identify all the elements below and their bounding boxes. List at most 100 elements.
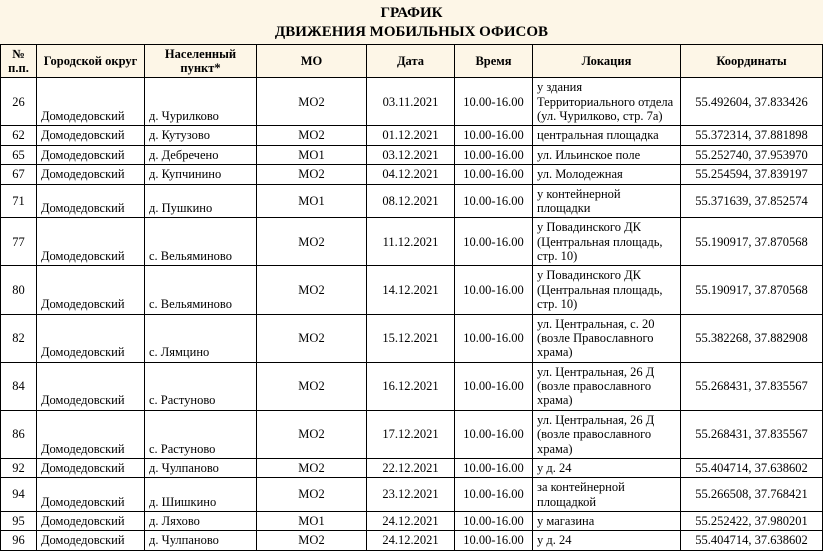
cell-okrug: Домодедовский (37, 531, 145, 550)
cell-num: 84 (1, 362, 37, 410)
table-row: 86Домодедовскийс. РастуновоМО217.12.2021… (1, 410, 823, 458)
table-row: 96Домодедовскийд. ЧулпановоМО224.12.2021… (1, 531, 823, 550)
table-header-row: № п.п. Городской округ Населенный пункт*… (1, 44, 823, 78)
table-row: 95Домодедовскийд. ЛяховоМО124.12.202110.… (1, 512, 823, 531)
cell-coord: 55.268431, 37.835567 (681, 410, 823, 458)
cell-np: с. Растуново (145, 410, 257, 458)
cell-date: 04.12.2021 (367, 165, 455, 184)
table-row: 80Домодедовскийс. ВельяминовоМО214.12.20… (1, 266, 823, 314)
cell-time: 10.00-16.00 (455, 184, 533, 218)
cell-date: 16.12.2021 (367, 362, 455, 410)
cell-num: 26 (1, 78, 37, 126)
col-time: Время (455, 44, 533, 78)
cell-loc: у контейнерной площадки (533, 184, 681, 218)
cell-np: д. Кутузово (145, 126, 257, 145)
cell-mo: МО2 (257, 478, 367, 512)
col-loc: Локация (533, 44, 681, 78)
cell-mo: МО2 (257, 266, 367, 314)
cell-coord: 55.372314, 37.881898 (681, 126, 823, 145)
cell-num: 80 (1, 266, 37, 314)
cell-date: 24.12.2021 (367, 512, 455, 531)
cell-mo: МО1 (257, 145, 367, 164)
col-okrug: Городской округ (37, 44, 145, 78)
table-row: 67Домодедовскийд. КупчининоМО204.12.2021… (1, 165, 823, 184)
cell-np: д. Дебречено (145, 145, 257, 164)
cell-loc: ул. Центральная, 26 Д (возле православно… (533, 410, 681, 458)
cell-date: 23.12.2021 (367, 478, 455, 512)
cell-np: д. Чулпаново (145, 531, 257, 550)
cell-loc: за контейнерной площадкой (533, 478, 681, 512)
col-mo: МО (257, 44, 367, 78)
cell-mo: МО1 (257, 184, 367, 218)
table-row: 62Домодедовскийд. КутузовоМО201.12.20211… (1, 126, 823, 145)
cell-time: 10.00-16.00 (455, 314, 533, 362)
cell-np: с. Вельяминово (145, 218, 257, 266)
cell-okrug: Домодедовский (37, 78, 145, 126)
cell-loc: ул. Ильинское поле (533, 145, 681, 164)
cell-date: 11.12.2021 (367, 218, 455, 266)
cell-np: с. Вельяминово (145, 266, 257, 314)
cell-mo: МО2 (257, 410, 367, 458)
cell-coord: 55.190917, 37.870568 (681, 266, 823, 314)
cell-np: д. Пушкино (145, 184, 257, 218)
cell-time: 10.00-16.00 (455, 218, 533, 266)
cell-num: 92 (1, 458, 37, 477)
cell-time: 10.00-16.00 (455, 126, 533, 145)
cell-okrug: Домодедовский (37, 512, 145, 531)
cell-okrug: Домодедовский (37, 458, 145, 477)
cell-coord: 55.404714, 37.638602 (681, 531, 823, 550)
table-row: 92Домодедовскийд. ЧулпановоМО222.12.2021… (1, 458, 823, 477)
cell-loc: ул. Центральная, 26 Д (возле православно… (533, 362, 681, 410)
cell-okrug: Домодедовский (37, 410, 145, 458)
cell-date: 08.12.2021 (367, 184, 455, 218)
cell-num: 82 (1, 314, 37, 362)
cell-mo: МО2 (257, 218, 367, 266)
cell-np: д. Ляхово (145, 512, 257, 531)
cell-date: 24.12.2021 (367, 531, 455, 550)
cell-num: 94 (1, 478, 37, 512)
cell-num: 95 (1, 512, 37, 531)
cell-mo: МО1 (257, 512, 367, 531)
cell-time: 10.00-16.00 (455, 531, 533, 550)
cell-okrug: Домодедовский (37, 184, 145, 218)
cell-date: 22.12.2021 (367, 458, 455, 477)
cell-okrug: Домодедовский (37, 145, 145, 164)
cell-coord: 55.254594, 37.839197 (681, 165, 823, 184)
cell-time: 10.00-16.00 (455, 165, 533, 184)
cell-mo: МО2 (257, 531, 367, 550)
table-row: 71Домодедовскийд. ПушкиноМО108.12.202110… (1, 184, 823, 218)
cell-num: 86 (1, 410, 37, 458)
cell-mo: МО2 (257, 362, 367, 410)
col-coord: Координаты (681, 44, 823, 78)
cell-mo: МО2 (257, 458, 367, 477)
cell-date: 15.12.2021 (367, 314, 455, 362)
schedule-table: № п.п. Городской округ Населенный пункт*… (0, 44, 823, 551)
cell-time: 10.00-16.00 (455, 410, 533, 458)
cell-coord: 55.404714, 37.638602 (681, 458, 823, 477)
cell-date: 03.11.2021 (367, 78, 455, 126)
cell-num: 65 (1, 145, 37, 164)
cell-time: 10.00-16.00 (455, 478, 533, 512)
cell-loc: ул. Молодежная (533, 165, 681, 184)
cell-np: д. Шишкино (145, 478, 257, 512)
cell-loc: у здания Территориального отдела (ул. Чу… (533, 78, 681, 126)
cell-date: 01.12.2021 (367, 126, 455, 145)
table-row: 84Домодедовскийс. РастуновоМО216.12.2021… (1, 362, 823, 410)
cell-np: д. Купчинино (145, 165, 257, 184)
cell-date: 17.12.2021 (367, 410, 455, 458)
cell-num: 67 (1, 165, 37, 184)
cell-np: с. Лямцино (145, 314, 257, 362)
cell-mo: МО2 (257, 78, 367, 126)
cell-okrug: Домодедовский (37, 314, 145, 362)
cell-okrug: Домодедовский (37, 266, 145, 314)
table-row: 65Домодедовскийд. ДебреченоМО103.12.2021… (1, 145, 823, 164)
cell-okrug: Домодедовский (37, 478, 145, 512)
cell-coord: 55.252422, 37.980201 (681, 512, 823, 531)
cell-loc: ул. Центральная, с. 20 (возле Православн… (533, 314, 681, 362)
col-date: Дата (367, 44, 455, 78)
cell-time: 10.00-16.00 (455, 78, 533, 126)
table-row: 94Домодедовскийд. ШишкиноМО223.12.202110… (1, 478, 823, 512)
table-row: 26Домодедовскийд. ЧурилковоМО203.11.2021… (1, 78, 823, 126)
cell-coord: 55.371639, 37.852574 (681, 184, 823, 218)
cell-loc: у д. 24 (533, 458, 681, 477)
